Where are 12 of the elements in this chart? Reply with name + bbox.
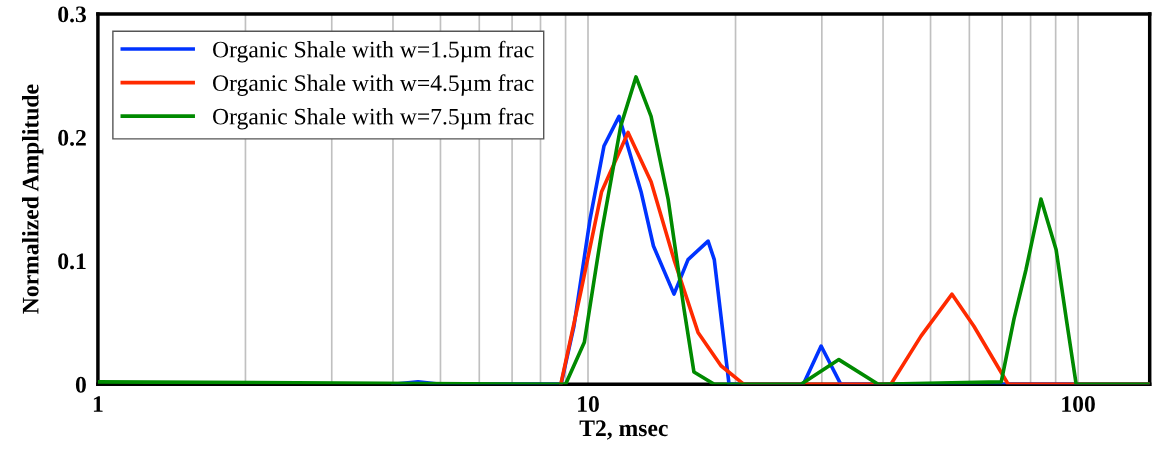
legend-label: Organic Shale with w=1.5µm frac <box>213 40 534 63</box>
y-tick-label: 0.1 <box>58 253 86 270</box>
x-tick-label: 1 <box>93 396 103 412</box>
x-tick-label: 100 <box>1062 396 1095 413</box>
legend-label: Organic Shale with w=4.5µm frac <box>213 74 534 96</box>
y-tick-label: 0.2 <box>58 129 86 146</box>
x-tick-label: 10 <box>578 396 599 413</box>
x-axis-title: T2, msec <box>579 420 668 440</box>
y-axis-title: Normalized Amplitude <box>21 84 44 314</box>
y-tick-label: 0.3 <box>58 6 86 23</box>
legend-label: Organic Shale with w=7.5µm frac <box>213 107 534 130</box>
y-tick-label: 0 <box>75 376 86 393</box>
